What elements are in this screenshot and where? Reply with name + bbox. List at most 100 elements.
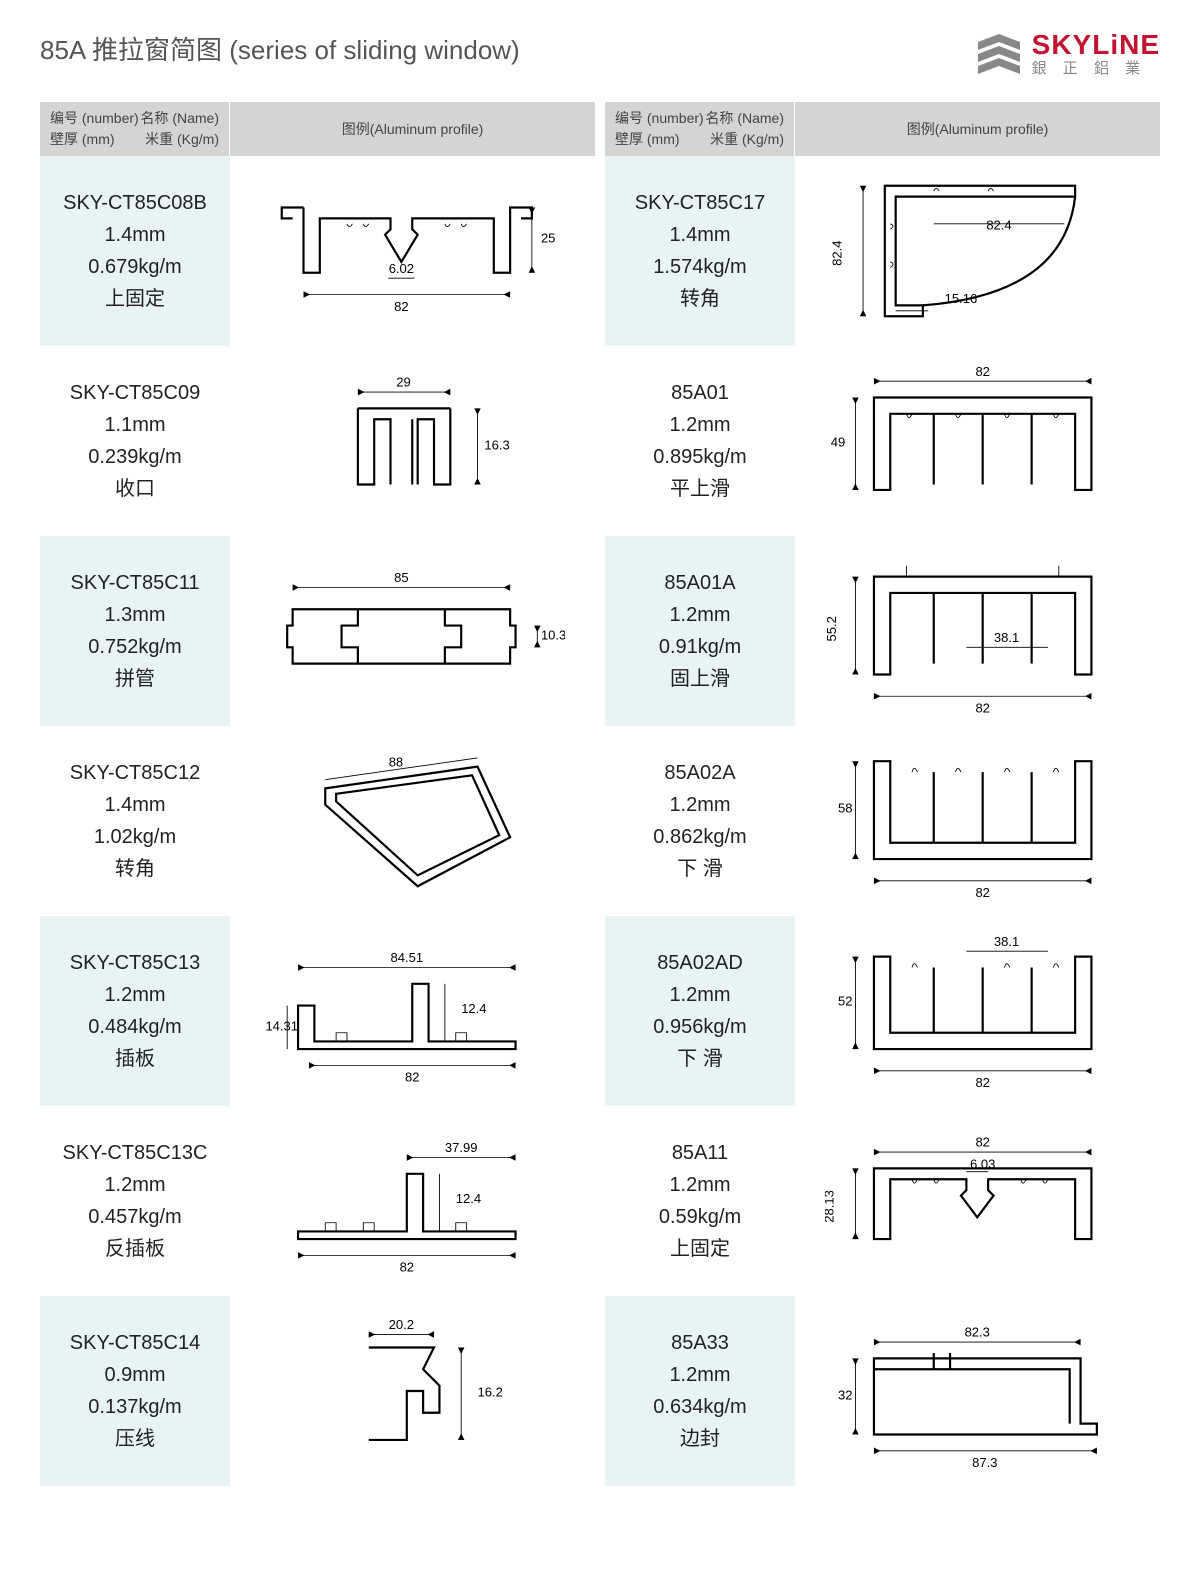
part-name: 固上滑: [670, 663, 730, 695]
part-weight: 0.457kg/m: [88, 1201, 181, 1233]
part-weight: 0.137kg/m: [88, 1391, 181, 1423]
part-thickness: 1.2mm: [669, 1359, 730, 1391]
part-number: 85A02A: [664, 757, 735, 789]
svg-text:52: 52: [838, 994, 853, 1009]
catalog-row: SKY-CT85C17 1.4mm 1.574kg/m 转角 82.4 82.4…: [605, 156, 1160, 346]
part-thickness: 1.3mm: [104, 599, 165, 631]
profile-diagram: 82 25 6.02: [230, 156, 595, 346]
svg-text:6.02: 6.02: [389, 261, 414, 276]
page-header: 85A 推拉窗简图 (series of sliding window) SKY…: [40, 30, 1160, 77]
part-weight: 0.895kg/m: [653, 441, 746, 473]
part-thickness: 1.4mm: [104, 789, 165, 821]
catalog-row: 85A02AD 1.2mm 0.956kg/m 下 滑 52 82 38.1: [605, 916, 1160, 1106]
part-weight: 0.752kg/m: [88, 631, 181, 663]
svg-text:82: 82: [976, 1135, 991, 1150]
part-number: 85A11: [672, 1137, 728, 1169]
part-thickness: 1.2mm: [669, 409, 730, 441]
svg-text:6.03: 6.03: [970, 1157, 995, 1172]
part-weight: 0.679kg/m: [88, 251, 181, 283]
header-weight: 米重 (Kg/m): [145, 129, 219, 150]
svg-text:49: 49: [831, 435, 846, 450]
part-number: SKY-CT85C13C: [63, 1137, 208, 1169]
catalog-row: 85A01A 1.2mm 0.91kg/m 固上滑 55.2 82 38.1: [605, 536, 1160, 726]
profile-diagram: 88: [230, 726, 595, 916]
profile-diagram: 20.2 16.2: [230, 1296, 595, 1486]
profile-diagram: 82.3 87.3 32: [795, 1296, 1160, 1486]
part-weight: 0.956kg/m: [653, 1011, 746, 1043]
part-weight: 0.239kg/m: [88, 441, 181, 473]
part-weight: 0.59kg/m: [659, 1201, 741, 1233]
part-thickness: 1.2mm: [104, 1169, 165, 1201]
svg-text:16.2: 16.2: [478, 1385, 503, 1400]
catalog-row: 85A01 1.2mm 0.895kg/m 平上滑 82 49: [605, 346, 1160, 536]
svg-text:14.31: 14.31: [266, 1019, 299, 1034]
part-number: 85A33: [671, 1327, 729, 1359]
profile-diagram: 52 82 38.1: [795, 916, 1160, 1106]
part-number: SKY-CT85C08B: [63, 187, 207, 219]
profile-diagram: 82.4 82.4 15.16: [795, 156, 1160, 346]
svg-text:58: 58: [838, 801, 853, 816]
part-thickness: 1.2mm: [669, 599, 730, 631]
part-name: 转角: [680, 283, 720, 315]
profile-diagram: 82 49: [795, 346, 1160, 536]
part-name: 转角: [115, 853, 155, 885]
svg-text:82: 82: [976, 701, 991, 716]
part-thickness: 0.9mm: [104, 1359, 165, 1391]
header-thickness: 壁厚 (mm): [615, 129, 680, 150]
part-number: 85A01: [671, 377, 729, 409]
svg-text:37.99: 37.99: [445, 1140, 478, 1155]
catalog-row: SKY-CT85C12 1.4mm 1.02kg/m 转角 88: [40, 726, 595, 916]
part-weight: 0.634kg/m: [653, 1391, 746, 1423]
profile-diagram: 37.99 82 12.4: [230, 1106, 595, 1296]
profile-diagram: 84.51 82 12.4 14.31: [230, 916, 595, 1106]
svg-text:25: 25: [541, 231, 556, 246]
logo-text-sub: 銀 正 鋁 業: [1032, 61, 1160, 78]
left-column: 编号 (number) 名称 (Name) 壁厚 (mm) 米重 (Kg/m) …: [40, 102, 595, 1486]
part-thickness: 1.2mm: [669, 789, 730, 821]
header-number: 编号 (number): [50, 108, 139, 129]
svg-text:82.4: 82.4: [987, 218, 1012, 233]
header-name: 名称 (Name): [140, 108, 219, 129]
svg-text:82.3: 82.3: [965, 1325, 990, 1340]
catalog-row: SKY-CT85C13 1.2mm 0.484kg/m 插板 84.51 82 …: [40, 916, 595, 1106]
svg-text:87.3: 87.3: [972, 1455, 997, 1470]
part-name: 边封: [680, 1423, 720, 1455]
catalog-row: SKY-CT85C13C 1.2mm 0.457kg/m 反插板 37.99 8…: [40, 1106, 595, 1296]
svg-text:82: 82: [976, 1075, 991, 1090]
brand-logo: SKYLiNE 銀 正 鋁 業: [974, 30, 1160, 77]
part-name: 拼管: [115, 663, 155, 695]
profile-diagram: 58 82: [795, 726, 1160, 916]
part-number: 85A01A: [664, 567, 735, 599]
part-thickness: 1.1mm: [104, 409, 165, 441]
part-name: 上固定: [105, 283, 165, 315]
logo-icon: [974, 32, 1024, 76]
svg-text:16.3: 16.3: [485, 438, 510, 453]
part-number: SKY-CT85C09: [70, 377, 200, 409]
svg-text:38.1: 38.1: [994, 630, 1019, 645]
profile-diagram: 29 16.3: [230, 346, 595, 536]
svg-text:82: 82: [405, 1070, 420, 1085]
part-weight: 0.484kg/m: [88, 1011, 181, 1043]
part-number: SKY-CT85C14: [70, 1327, 200, 1359]
header-name: 名称 (Name): [705, 108, 784, 129]
part-weight: 1.02kg/m: [94, 821, 176, 853]
svg-text:82: 82: [394, 299, 409, 314]
catalog-row: SKY-CT85C11 1.3mm 0.752kg/m 拼管 85 10.3: [40, 536, 595, 726]
column-header: 编号 (number) 名称 (Name) 壁厚 (mm) 米重 (Kg/m) …: [605, 102, 1160, 156]
part-thickness: 1.2mm: [104, 979, 165, 1011]
part-name: 平上滑: [670, 473, 730, 505]
part-thickness: 1.2mm: [669, 1169, 730, 1201]
header-thickness: 壁厚 (mm): [50, 129, 115, 150]
svg-text:10.3: 10.3: [541, 628, 565, 643]
part-weight: 1.574kg/m: [653, 251, 746, 283]
logo-text-main: SKYLiNE: [1032, 30, 1160, 61]
part-name: 下 滑: [677, 1043, 723, 1075]
profile-diagram: 82 28.13 6.03: [795, 1106, 1160, 1296]
svg-text:88: 88: [389, 755, 404, 770]
part-weight: 0.862kg/m: [653, 821, 746, 853]
part-number: SKY-CT85C11: [71, 567, 200, 599]
part-name: 下 滑: [677, 853, 723, 885]
svg-text:84.51: 84.51: [391, 950, 424, 965]
part-number: SKY-CT85C13: [70, 947, 200, 979]
part-thickness: 1.4mm: [669, 219, 730, 251]
